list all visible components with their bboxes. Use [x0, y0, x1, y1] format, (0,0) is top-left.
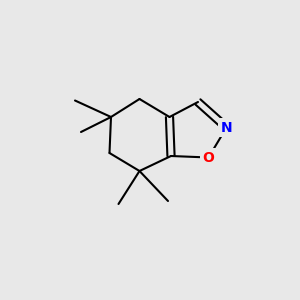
Text: N: N [221, 121, 232, 134]
Text: O: O [202, 151, 214, 164]
